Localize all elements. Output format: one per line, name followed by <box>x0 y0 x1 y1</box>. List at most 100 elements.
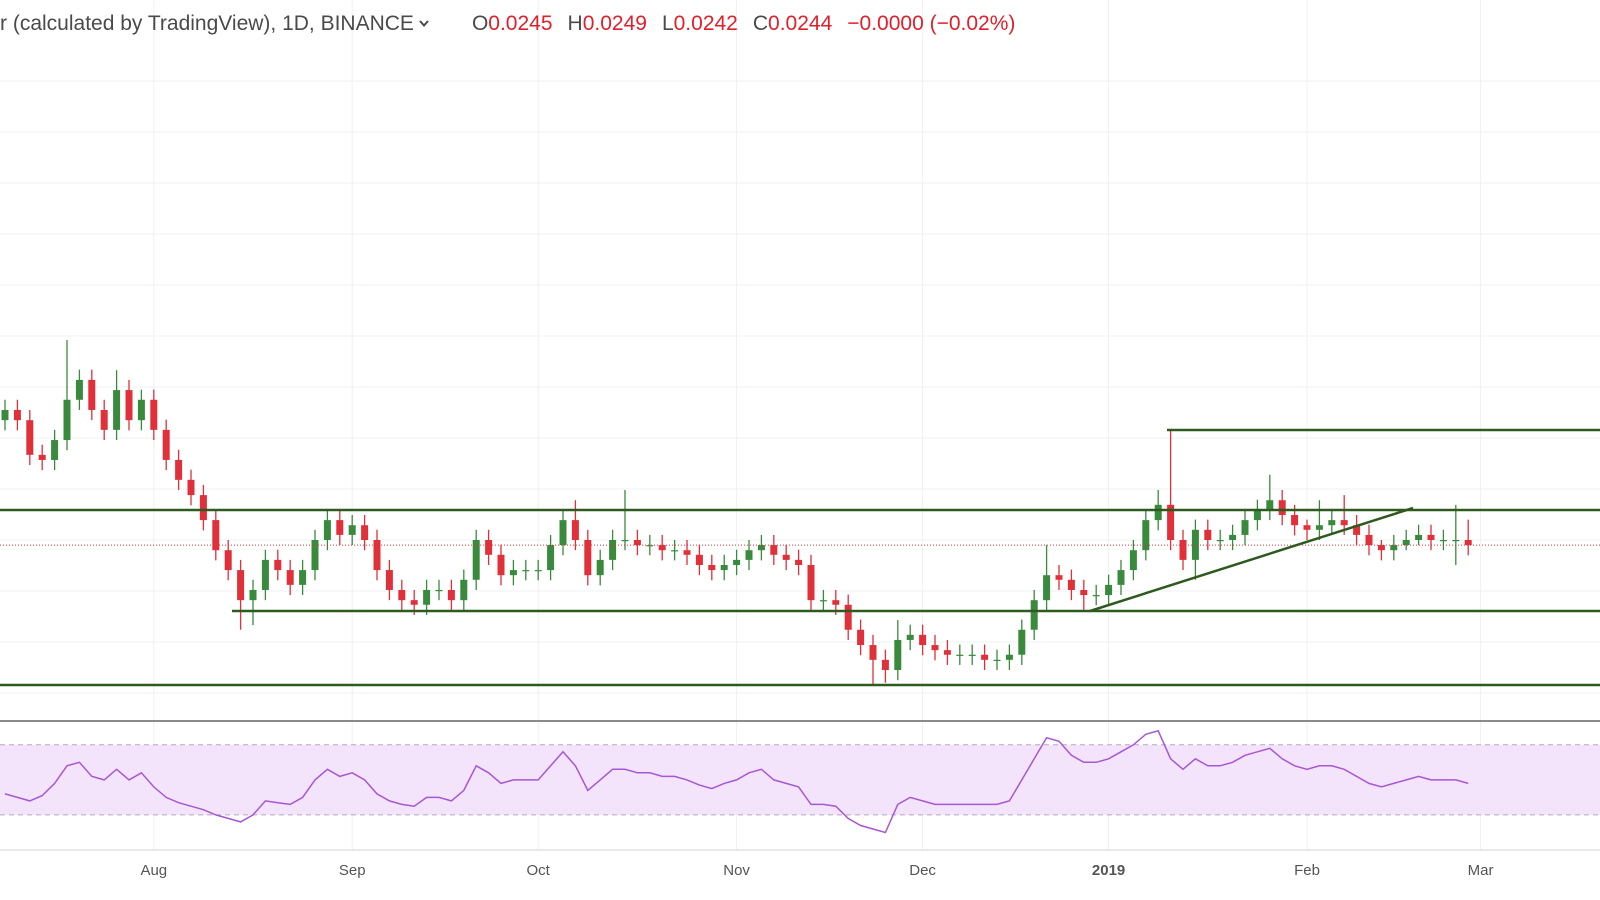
candle-body <box>137 399 145 421</box>
rsi-band <box>0 744 1600 815</box>
trend-line <box>1089 506 1414 613</box>
candle-body <box>1452 540 1460 542</box>
candle-body <box>993 659 1001 662</box>
candle-body <box>274 559 282 571</box>
candle-body <box>125 390 133 421</box>
candle-body <box>1278 500 1286 516</box>
candle-body <box>1080 589 1088 596</box>
candle-body <box>485 540 493 555</box>
ohlc-label: C <box>752 12 769 35</box>
candle-body <box>658 545 666 551</box>
candle-body <box>1204 529 1212 540</box>
candle-body <box>175 459 183 480</box>
candle-body <box>497 554 505 576</box>
candle-body <box>1377 545 1385 551</box>
candle-body <box>249 589 257 601</box>
candle-body <box>708 564 716 571</box>
grid <box>0 0 1600 850</box>
candle-body <box>1 409 9 421</box>
candle-body <box>361 525 369 540</box>
candle-body <box>1253 509 1261 521</box>
candle-body <box>1055 575 1063 580</box>
candle-body <box>1415 534 1423 540</box>
candle-body <box>410 600 418 605</box>
candle-body <box>621 540 629 542</box>
candle-body <box>398 589 406 601</box>
candle-body <box>1018 629 1026 655</box>
x-tick-label: Oct <box>527 862 551 879</box>
candle-body <box>1191 529 1199 560</box>
candle-body <box>460 579 468 601</box>
candle-body <box>224 550 232 571</box>
candle-body <box>1005 654 1013 660</box>
x-tick-label: Feb <box>1294 862 1320 879</box>
candle-body <box>75 379 83 400</box>
candle-body <box>63 399 71 441</box>
ohlc-open: O0.0245 <box>472 12 553 36</box>
ohlc-label: L <box>661 12 674 35</box>
ohlc-change: −0.0000 (−0.02%) <box>847 12 1016 35</box>
candle-body <box>695 554 703 565</box>
candle-body <box>782 554 790 560</box>
candle-body <box>1340 520 1348 526</box>
candle-body <box>584 540 592 576</box>
ohlc-value: 0.0242 <box>673 12 738 35</box>
candle-body <box>311 540 319 571</box>
rsi-pane <box>0 729 1600 834</box>
candle-body <box>683 550 691 555</box>
candle-body <box>348 525 356 535</box>
candle-body <box>956 654 964 656</box>
candle-body <box>1216 540 1224 542</box>
candle-body <box>1291 515 1299 526</box>
ohlc-label: O <box>471 12 489 35</box>
candle-body <box>745 550 753 560</box>
candle-body <box>212 520 220 551</box>
candle-body <box>1439 540 1447 542</box>
candle-body <box>1427 534 1435 540</box>
drawings <box>0 428 1600 687</box>
candle-body <box>981 654 989 660</box>
ohlc-value: 0.0245 <box>488 12 553 35</box>
candle-body <box>807 564 815 601</box>
candle-body <box>522 570 530 572</box>
candle-body <box>1402 540 1410 546</box>
candle-body <box>88 379 96 410</box>
candle-body <box>373 540 381 571</box>
candle-body <box>844 604 852 630</box>
candle-body <box>819 600 827 602</box>
candle-body <box>323 520 331 540</box>
dropdown-chevron[interactable] <box>418 19 430 29</box>
x-tick-label: Dec <box>909 862 936 879</box>
candle-body <box>795 559 803 565</box>
candle-body <box>534 570 542 572</box>
candle-body <box>187 479 195 496</box>
candle-body <box>150 399 158 430</box>
candle-body <box>1315 525 1323 530</box>
ohlc-close: C0.0244 <box>753 12 832 36</box>
candle-body <box>832 600 840 605</box>
candle-body <box>733 559 741 565</box>
candle-body <box>1303 525 1311 530</box>
candle-body <box>757 545 765 551</box>
x-tick-label: 2019 <box>1092 862 1125 879</box>
ohlc-value: 0.0244 <box>768 12 833 35</box>
candle-body <box>596 559 604 576</box>
candle-body <box>1328 520 1336 526</box>
candle-body <box>770 545 778 555</box>
candle-body <box>857 629 865 646</box>
candle-body <box>1030 600 1038 630</box>
candle-body <box>1179 540 1187 560</box>
candle-body <box>943 650 951 655</box>
candle-body <box>237 570 245 601</box>
candle-body <box>968 654 976 656</box>
candle-body <box>1266 500 1274 510</box>
candle-body <box>199 495 207 521</box>
candle-body <box>1241 520 1249 535</box>
legend-header: r (calculated by TradingView), 1D, BINAN… <box>0 12 1015 36</box>
candle-body <box>472 540 480 580</box>
candle-body <box>609 540 617 560</box>
candle-body <box>286 570 294 585</box>
candle-body <box>261 559 269 590</box>
candle-body <box>1105 584 1113 596</box>
